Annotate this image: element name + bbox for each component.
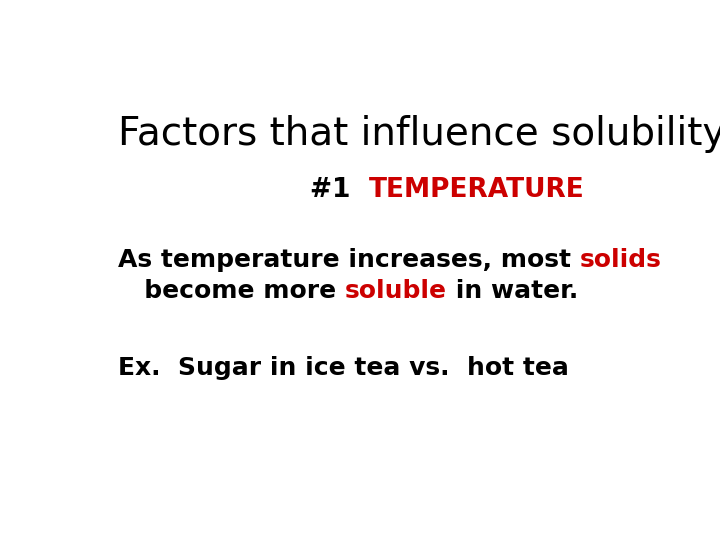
Text: Ex.  Sugar in ice tea vs.  hot tea: Ex. Sugar in ice tea vs. hot tea: [118, 356, 569, 380]
Text: become more: become more: [118, 279, 345, 303]
Text: #1: #1: [310, 177, 369, 203]
Text: As temperature increases, most: As temperature increases, most: [118, 248, 580, 272]
Text: TEMPERATURE: TEMPERATURE: [369, 177, 585, 203]
Text: soluble: soluble: [345, 279, 447, 303]
Text: in water.: in water.: [447, 279, 578, 303]
Text: Factors that influence solubility: Factors that influence solubility: [118, 114, 720, 153]
Text: solids: solids: [580, 248, 662, 272]
